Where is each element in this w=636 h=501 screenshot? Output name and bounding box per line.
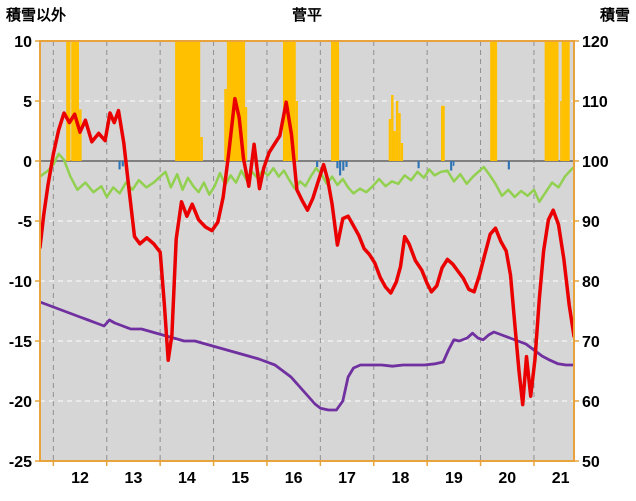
bar-blue-bars <box>316 161 319 167</box>
bar-orange-bars <box>400 143 404 161</box>
x-axis-tick-label: 18 <box>392 470 410 487</box>
bar-orange-bars <box>331 41 340 161</box>
bar-orange-bars <box>391 95 394 161</box>
bar-orange-bars <box>490 41 498 161</box>
bar-orange-bars <box>398 113 401 161</box>
left-axis-tick-label: 5 <box>23 94 32 111</box>
x-axis-tick-label: 21 <box>552 470 570 487</box>
series-group <box>40 41 574 412</box>
bar-orange-bars <box>561 41 570 161</box>
plot-frame <box>39 40 575 462</box>
bar-orange-bars <box>395 101 399 161</box>
chart-title: 菅平 <box>291 7 322 24</box>
left-axis-tick-label: 10 <box>14 34 32 51</box>
bar-blue-bars <box>452 161 455 166</box>
left-axis-tick-label: -10 <box>9 274 32 291</box>
left-axis-tick-label: 0 <box>23 154 32 171</box>
x-axis-tick-label: 13 <box>125 470 143 487</box>
bar-orange-bars <box>560 101 562 161</box>
x-axis-tick-label: 17 <box>338 470 356 487</box>
right-axis-tick-label: 70 <box>582 334 600 351</box>
bar-orange-bars <box>441 105 445 161</box>
left-axis-tick-label: -15 <box>9 334 32 351</box>
right-axis-tick-label: 90 <box>582 214 600 231</box>
bar-orange-bars <box>78 109 82 161</box>
right-axis-title: 積雪 <box>599 7 630 24</box>
left-axis-tick-label: -5 <box>18 214 32 231</box>
right-axis-tick-label: 80 <box>582 274 600 291</box>
x-axis-tick-label: 14 <box>178 470 196 487</box>
x-axis-tick-label: 12 <box>71 470 89 487</box>
right-axis-tick-label: 120 <box>582 34 609 51</box>
right-axis-tick-label: 100 <box>582 154 609 171</box>
bar-orange-bars <box>224 89 227 161</box>
left-axis-tick-label: -25 <box>9 454 32 471</box>
purple-line <box>40 300 574 412</box>
bar-orange-bars <box>544 41 559 161</box>
bar-orange-bars <box>393 131 396 161</box>
bar-blue-bars <box>336 161 339 169</box>
left-axis-tick-label: -20 <box>9 394 32 411</box>
bar-blue-bars <box>121 161 124 167</box>
bar-blue-bars <box>118 161 121 170</box>
bar-orange-bars <box>175 41 201 161</box>
right-axis-tick-label: 110 <box>582 94 608 111</box>
bar-orange-bars <box>388 119 392 161</box>
bar-orange-bars <box>200 137 203 161</box>
x-axis-tick-label: 16 <box>285 470 303 487</box>
green-line <box>40 152 574 204</box>
right-axis-tick-label: 60 <box>582 394 600 411</box>
bar-blue-bars <box>507 161 510 170</box>
x-axis-tick-label: 19 <box>445 470 463 487</box>
bar-blue-bars <box>417 161 420 169</box>
bar-orange-bars <box>66 41 71 161</box>
bar-orange-bars <box>71 41 79 161</box>
bar-blue-bars <box>342 161 345 171</box>
bar-blue-bars <box>450 161 453 171</box>
red-line <box>40 96 574 407</box>
bar-orange-bars <box>245 107 248 161</box>
x-axis-tick-label: 20 <box>498 470 516 487</box>
bar-blue-bars <box>339 161 342 176</box>
right-axis-tick-label: 50 <box>582 454 600 471</box>
bar-orange-bars <box>295 101 298 161</box>
x-axis-tick-label: 15 <box>231 470 249 487</box>
bar-blue-bars <box>345 161 348 167</box>
left-axis-title: 積雪以外 <box>6 7 67 24</box>
